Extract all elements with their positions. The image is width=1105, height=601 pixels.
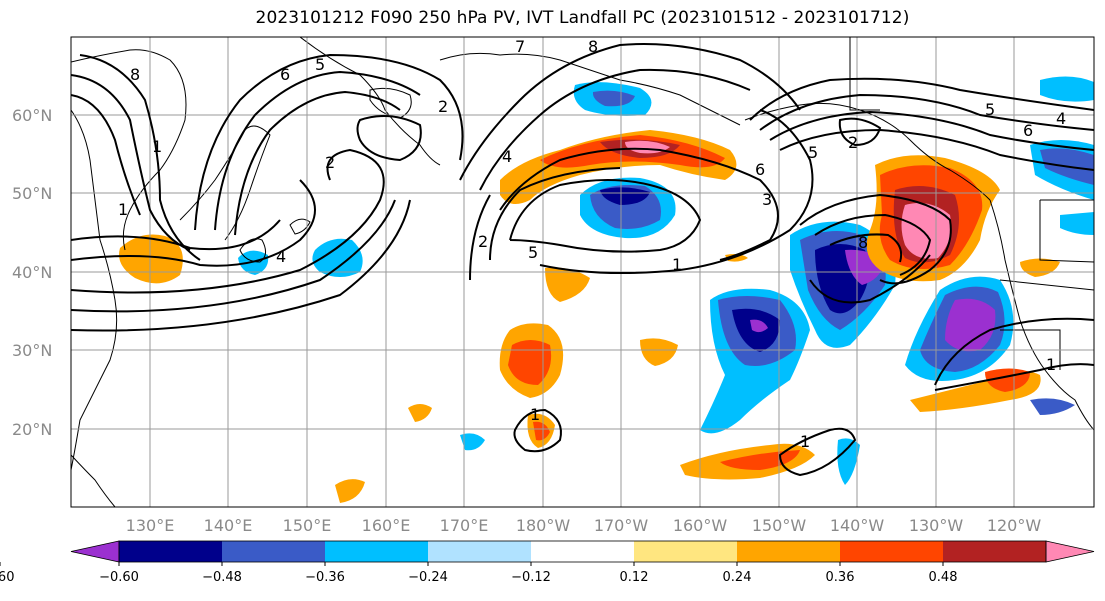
colorbar-segment <box>428 541 531 562</box>
contour-label: 6 <box>1023 121 1033 140</box>
lon-label: 150°W <box>752 516 807 535</box>
latitude-labels: 60°N 50°N 40°N 30°N 20°N <box>12 106 52 439</box>
colorbar-segment <box>119 541 222 562</box>
map-title: 2023101212 F090 250 hPa PV, IVT Landfall… <box>255 8 910 28</box>
contour-labels: 8 6 5 2 1 1 2 5 4 4 2 8 7 6 5 3 1 2 8 5 … <box>118 37 1066 451</box>
contour-label: 6 <box>280 65 290 84</box>
lon-label: 130°E <box>126 516 175 535</box>
lon-label: 160°E <box>362 516 411 535</box>
lat-label: 50°N <box>12 184 52 203</box>
coastlines <box>71 37 1094 507</box>
pv-contours <box>71 43 1094 477</box>
contour-label: 1 <box>530 405 540 424</box>
lon-label: 180°W <box>516 516 571 535</box>
contour-label: 4 <box>1056 109 1066 128</box>
contour-label: 1 <box>118 200 128 219</box>
lon-label: 130°W <box>909 516 964 535</box>
contour-label: 5 <box>985 100 995 119</box>
lat-label: 30°N <box>12 341 52 360</box>
lon-label: 150°E <box>283 516 332 535</box>
lon-label: 140°E <box>204 516 253 535</box>
colorbar-segment <box>222 541 325 562</box>
colorbar-segment <box>943 541 1046 562</box>
lat-label: 40°N <box>12 263 52 282</box>
colorbar-segment <box>737 541 840 562</box>
contour-label: 6 <box>755 160 765 179</box>
colorbar-tick-label: −0.24 <box>408 570 448 585</box>
lon-label: 170°E <box>440 516 489 535</box>
colorbar-tick-label: 0.36 <box>826 570 855 585</box>
contour-label: 5 <box>528 243 538 262</box>
colorbar-tick-label: 0.12 <box>620 570 649 585</box>
map-frame <box>70 36 1095 508</box>
colorbar-extend-min <box>70 540 120 563</box>
lat-label: 60°N <box>12 106 52 125</box>
colorbar-tick-label: −0.48 <box>202 570 242 585</box>
contour-label: 3 <box>762 190 772 209</box>
colorbar-segment <box>634 541 737 562</box>
colorbar-tick-label: −0.36 <box>305 570 345 585</box>
contour-label: 4 <box>276 247 286 266</box>
longitude-labels: 130°E 140°E 150°E 160°E 170°E 180°W 170°… <box>126 516 1042 535</box>
contour-label: 4 <box>502 147 512 166</box>
contour-label: 2 <box>325 153 335 172</box>
contour-label: 1 <box>800 432 810 451</box>
contour-label: 2 <box>848 133 858 152</box>
contour-label: 1 <box>1046 355 1056 374</box>
lon-label: 170°W <box>594 516 649 535</box>
contour-label: 8 <box>858 233 868 252</box>
lat-label: 20°N <box>12 420 52 439</box>
colorbar-tick-label: −0.60 <box>99 570 139 585</box>
contour-label: 8 <box>588 37 598 56</box>
lon-label: 140°W <box>830 516 885 535</box>
contour-label: 2 <box>438 97 448 116</box>
colorbar-tick-label: 0.48 <box>929 570 958 585</box>
contour-label: 1 <box>672 255 682 274</box>
contour-label: 1 <box>152 137 162 156</box>
colorbar-segment <box>325 541 428 562</box>
colorbar-tick-label: 0.24 <box>723 570 752 585</box>
colorbar-segment <box>531 541 634 562</box>
contour-label: 5 <box>808 143 818 162</box>
contour-label: 8 <box>130 65 140 84</box>
contour-label: 2 <box>478 232 488 251</box>
colorbar-segment <box>840 541 943 562</box>
contour-label: 5 <box>315 55 325 74</box>
colorbar-tick-label: −0.12 <box>511 570 551 585</box>
colorbar-frame <box>118 540 1047 563</box>
colorbar-extend-max <box>1045 540 1095 563</box>
colorbar: −0.60 −0.48 −0.36 −0.24 −0.12 0.12 0.24 0.36 0.4… <box>0 540 1095 585</box>
lon-label: 120°W <box>987 516 1042 535</box>
lon-label: 160°W <box>673 516 728 535</box>
contour-label: 7 <box>515 37 525 56</box>
ivt-shading <box>119 76 1094 503</box>
colorbar-tick-label: 0.60 <box>0 570 14 585</box>
